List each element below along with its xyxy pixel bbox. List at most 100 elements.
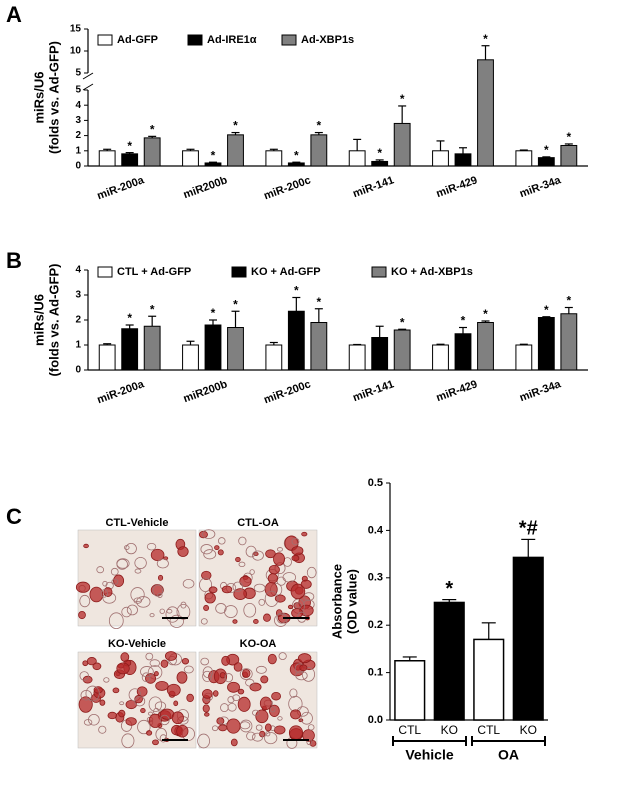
- y-tick-label: 0.3: [368, 572, 383, 584]
- bar: [537, 317, 555, 371]
- cell: [238, 561, 246, 568]
- cell: [268, 564, 280, 575]
- x-tick-label: miR-200c: [262, 174, 312, 202]
- cell: [89, 586, 104, 603]
- cell: [265, 731, 271, 737]
- significance: *: [400, 92, 405, 106]
- significance: *: [544, 143, 549, 157]
- bar: [182, 150, 199, 167]
- cell: [264, 590, 279, 607]
- cell: [108, 612, 124, 630]
- cell: [282, 572, 297, 583]
- cell: [107, 711, 117, 720]
- cell: [303, 592, 315, 601]
- cell: [145, 673, 157, 684]
- y-axis-label: (OD value): [344, 569, 359, 634]
- cell: [288, 725, 303, 740]
- cell: [290, 709, 301, 720]
- cell: [260, 675, 269, 684]
- cell: [181, 657, 190, 665]
- x-tick-label: KO: [520, 723, 537, 737]
- x-tick-label: miR-429: [435, 378, 479, 404]
- cell: [201, 570, 212, 580]
- y-tick-label: 5: [75, 68, 81, 79]
- cell: [291, 546, 304, 556]
- cell: [218, 724, 228, 732]
- cell: [301, 667, 316, 682]
- cell: [79, 671, 89, 681]
- bar: [432, 344, 449, 371]
- image-label: KO-OA: [240, 638, 277, 650]
- cell: [75, 581, 91, 593]
- cell: [256, 665, 267, 674]
- cell: [145, 652, 154, 661]
- bar: [432, 150, 449, 167]
- x-tick-label: miR-34a: [518, 174, 563, 200]
- x-tick-label: miR-200c: [262, 378, 312, 406]
- bar: [371, 337, 389, 371]
- cell: [140, 666, 154, 678]
- bar: [287, 310, 305, 371]
- cell: [243, 602, 257, 618]
- cell: [156, 558, 169, 569]
- image-label: KO-Vehicle: [108, 638, 166, 650]
- cell: [198, 530, 208, 539]
- cell: [112, 687, 120, 694]
- bar: [537, 157, 555, 167]
- cell: [299, 664, 308, 672]
- bar: [371, 160, 389, 167]
- axis-break: [82, 72, 94, 80]
- cell: [111, 578, 119, 585]
- y-tick-label: 1: [75, 145, 81, 156]
- bar: [454, 153, 472, 167]
- cell: [289, 688, 298, 698]
- cell: [159, 734, 167, 743]
- cell: [103, 677, 110, 683]
- cell: [118, 709, 126, 718]
- x-tick-label: miR-429: [435, 174, 479, 200]
- cell: [199, 577, 213, 593]
- cell: [152, 739, 159, 746]
- bar: [98, 344, 116, 371]
- significance: *: [400, 315, 405, 329]
- cell: [258, 598, 266, 606]
- y-tick-label: 3: [75, 115, 81, 126]
- significance: *: [127, 139, 132, 153]
- x-tick-label: KO: [441, 723, 458, 737]
- axis-break: [82, 83, 94, 91]
- legend-label: CTL + Ad-GFP: [117, 266, 191, 278]
- cell: [136, 686, 148, 697]
- cell: [140, 707, 146, 714]
- cell: [263, 613, 271, 622]
- cell: [82, 660, 89, 667]
- x-tick-label: miR200b: [182, 174, 229, 201]
- cell: [150, 548, 165, 562]
- group-label: Vehicle: [405, 747, 453, 763]
- bar: [454, 333, 472, 371]
- cell: [297, 653, 312, 664]
- cell: [214, 545, 220, 551]
- bar: [265, 344, 283, 371]
- cell: [98, 725, 107, 734]
- cell: [271, 691, 281, 701]
- bar: [393, 329, 411, 371]
- bar: [121, 153, 139, 167]
- bar: [227, 134, 244, 167]
- significance: *: [544, 303, 549, 317]
- bar: [473, 638, 505, 721]
- x-tick-label: miR200b: [182, 378, 229, 405]
- cell: [202, 704, 210, 713]
- cell: [136, 596, 151, 608]
- cell: [157, 574, 164, 581]
- cell: [239, 575, 252, 587]
- cell: [277, 716, 283, 721]
- cell: [160, 659, 169, 668]
- cell: [183, 665, 194, 674]
- cell: [273, 725, 286, 735]
- cell: [269, 706, 276, 713]
- cell: [125, 717, 137, 726]
- y-tick-label: 0: [75, 365, 81, 376]
- cell: [116, 662, 130, 675]
- legend-label: KO + Ad-GFP: [251, 266, 321, 278]
- cell: [159, 608, 165, 614]
